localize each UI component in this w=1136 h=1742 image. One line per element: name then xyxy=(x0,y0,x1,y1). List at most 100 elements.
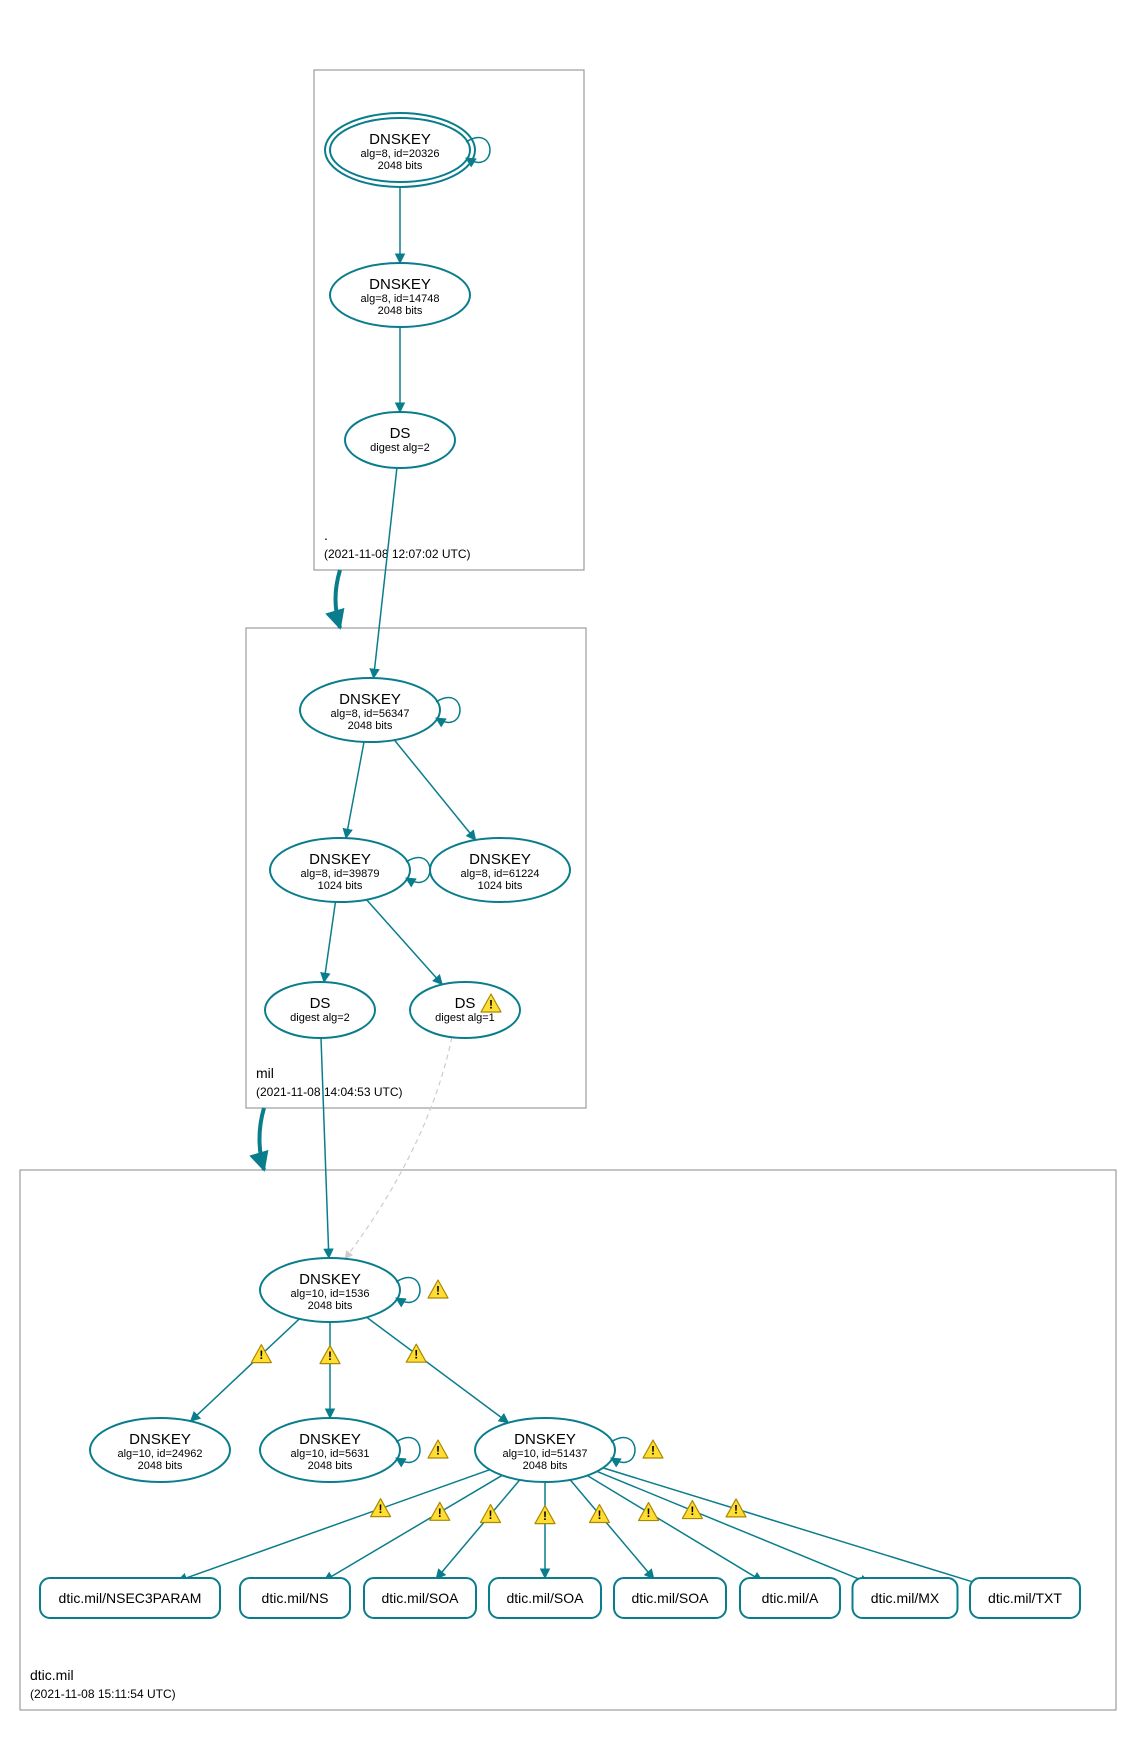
dnskey-node: DNSKEYalg=8, id=203262048 bits xyxy=(325,113,490,187)
node-detail: alg=8, id=39879 xyxy=(301,868,380,880)
rrset-label: dtic.mil/NS xyxy=(262,1590,329,1606)
svg-text:!: ! xyxy=(438,1506,442,1520)
rrset-label: dtic.mil/TXT xyxy=(988,1590,1062,1606)
zone-delegation-arrow xyxy=(336,570,341,628)
node-title: DNSKEY xyxy=(369,131,431,148)
svg-text:!: ! xyxy=(414,1348,418,1362)
dnskey-node: DNSKEYalg=10, id=514372048 bits xyxy=(475,1418,635,1482)
warning-icon: ! xyxy=(643,1440,663,1458)
edge xyxy=(191,1319,300,1421)
svg-text:!: ! xyxy=(328,1349,332,1363)
node-detail: alg=8, id=20326 xyxy=(361,148,440,160)
svg-text:!: ! xyxy=(436,1284,440,1298)
warning-icon: ! xyxy=(726,1499,746,1517)
rrset-node: dtic.mil/NS xyxy=(240,1578,350,1618)
edge xyxy=(366,900,442,985)
node-title: DNSKEY xyxy=(299,1431,361,1448)
rrset-label: dtic.mil/SOA xyxy=(506,1590,584,1606)
node-title: DS xyxy=(390,425,411,442)
node-title: DNSKEY xyxy=(469,851,531,868)
rrset-node: dtic.mil/SOA xyxy=(489,1578,601,1618)
svg-text:!: ! xyxy=(436,1444,440,1458)
svg-text:!: ! xyxy=(597,1508,601,1522)
node-detail: 2048 bits xyxy=(378,305,423,317)
node-title: DNSKEY xyxy=(369,276,431,293)
zone-label: mil xyxy=(256,1065,274,1081)
warning-icon: ! xyxy=(639,1503,659,1521)
dnskey-node: DNSKEYalg=10, id=249622048 bits xyxy=(90,1418,230,1482)
zone-timestamp: (2021-11-08 14:04:53 UTC) xyxy=(256,1085,403,1099)
svg-text:!: ! xyxy=(651,1444,655,1458)
dnskey-node: DNSKEYalg=8, id=398791024 bits xyxy=(270,838,430,902)
rrset-label: dtic.mil/NSEC3PARAM xyxy=(59,1590,202,1606)
node-detail: 2048 bits xyxy=(348,720,393,732)
svg-text:!: ! xyxy=(489,1508,493,1522)
edge xyxy=(321,1038,329,1258)
node-title: DNSKEY xyxy=(309,851,371,868)
edge xyxy=(603,1468,983,1585)
node-detail: alg=10, id=5631 xyxy=(291,1448,370,1460)
node-detail: alg=8, id=61224 xyxy=(461,868,540,880)
edge xyxy=(570,1480,654,1579)
edge xyxy=(324,902,335,982)
node-detail: digest alg=2 xyxy=(290,1012,350,1024)
node-title: DNSKEY xyxy=(514,1431,576,1448)
node-detail: alg=8, id=14748 xyxy=(361,293,440,305)
rrset-label: dtic.mil/MX xyxy=(871,1590,940,1606)
dnssec-graph: . (2021-11-08 12:07:02 UTC) mil (2021-11-08… xyxy=(0,0,1136,1742)
node-detail: 1024 bits xyxy=(318,880,363,892)
rrset-node: dtic.mil/MX xyxy=(853,1578,958,1618)
warning-icon: ! xyxy=(682,1501,702,1519)
rrset-node: dtic.mil/A xyxy=(740,1578,840,1618)
edge xyxy=(178,1470,490,1581)
rrset-label: dtic.mil/A xyxy=(762,1590,819,1606)
edge xyxy=(394,740,475,840)
node-detail: 1024 bits xyxy=(478,880,523,892)
node-detail: digest alg=1 xyxy=(435,1012,495,1024)
node-title: DNSKEY xyxy=(129,1431,191,1448)
rrset-label: dtic.mil/SOA xyxy=(381,1590,459,1606)
dnskey-node: DNSKEYalg=8, id=147482048 bits xyxy=(330,263,470,327)
svg-text:!: ! xyxy=(489,998,493,1012)
dnskey-node: DNSKEYalg=10, id=15362048 bits xyxy=(260,1258,420,1322)
dnskey-node: DNSKEYalg=8, id=563472048 bits xyxy=(300,678,460,742)
zone-delegation-arrow xyxy=(260,1108,265,1170)
zone-timestamp: (2021-11-08 15:11:54 UTC) xyxy=(30,1687,176,1701)
node-detail: alg=10, id=24962 xyxy=(117,1448,202,1460)
edge xyxy=(324,1475,502,1581)
zone-label: dtic.mil xyxy=(30,1667,74,1683)
dnskey-node: DNSKEYalg=10, id=56312048 bits xyxy=(260,1418,420,1482)
node-detail: digest alg=2 xyxy=(370,442,430,454)
node-detail: 2048 bits xyxy=(138,1460,183,1472)
node-detail: 2048 bits xyxy=(378,160,423,172)
node-title: DNSKEY xyxy=(339,691,401,708)
rrset-node: dtic.mil/SOA xyxy=(614,1578,726,1618)
node-detail: 2048 bits xyxy=(523,1460,568,1472)
dnskey-node: DSdigest alg=2 xyxy=(345,412,455,468)
dnskey-node: DSdigest alg=1 xyxy=(410,982,520,1038)
dnskey-node: DNSKEYalg=8, id=612241024 bits xyxy=(430,838,570,902)
svg-text:!: ! xyxy=(379,1502,383,1516)
warning-icon: ! xyxy=(371,1499,391,1517)
rrset-node: dtic.mil/TXT xyxy=(970,1578,1080,1618)
edge xyxy=(597,1471,869,1583)
zone-timestamp: (2021-11-08 12:07:02 UTC) xyxy=(324,547,471,561)
edge xyxy=(367,1317,509,1422)
warning-icon: ! xyxy=(320,1346,340,1364)
node-detail: alg=8, id=56347 xyxy=(331,708,410,720)
svg-text:!: ! xyxy=(734,1502,738,1516)
node-title: DS xyxy=(310,995,331,1012)
warning-icon: ! xyxy=(428,1440,448,1458)
svg-text:!: ! xyxy=(259,1348,263,1362)
edge xyxy=(346,742,364,838)
edge xyxy=(345,1037,452,1259)
warning-icon: ! xyxy=(430,1502,450,1520)
node-detail: alg=10, id=1536 xyxy=(291,1288,370,1300)
rrset-node: dtic.mil/NSEC3PARAM xyxy=(40,1578,220,1618)
warning-icon: ! xyxy=(428,1280,448,1298)
edge xyxy=(436,1480,520,1579)
rrset-label: dtic.mil/SOA xyxy=(631,1590,709,1606)
node-title: DNSKEY xyxy=(299,1271,361,1288)
warning-icon: ! xyxy=(406,1344,426,1362)
zone-label: . xyxy=(324,527,328,543)
